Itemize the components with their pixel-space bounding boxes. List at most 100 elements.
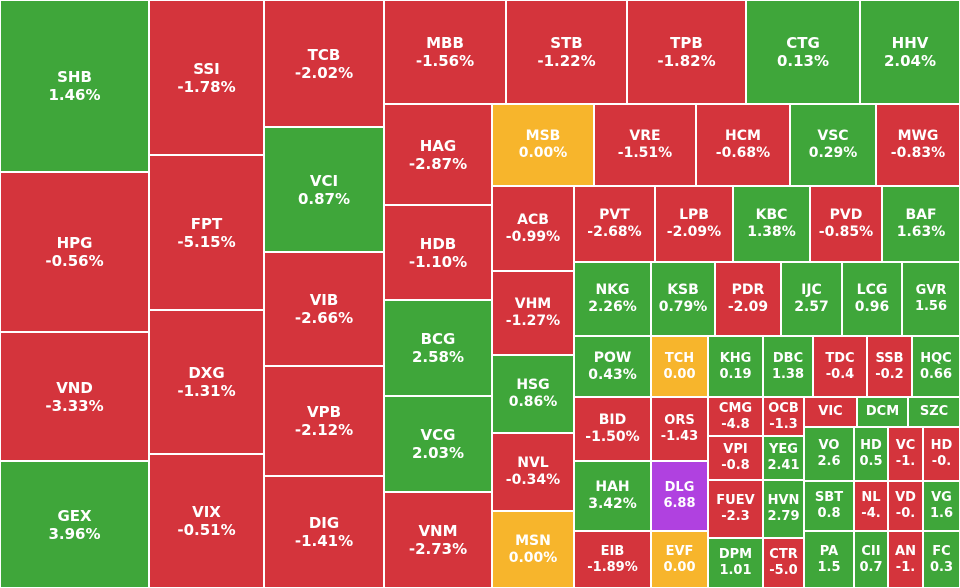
ticker-cell-hd[interactable]: HD -0. bbox=[923, 427, 960, 481]
ticker-cell-stb[interactable]: STB -1.22% bbox=[506, 0, 627, 104]
ticker-cell-mbb[interactable]: MBB -1.56% bbox=[384, 0, 506, 104]
ticker-cell-fuev[interactable]: FUEV -2.3 bbox=[708, 480, 763, 538]
ticker-cell-khg[interactable]: KHG 0.19 bbox=[708, 336, 763, 397]
ticker-cell-pvt[interactable]: PVT -2.68% bbox=[574, 186, 655, 262]
ticker-symbol: EIB bbox=[600, 543, 625, 559]
ticker-cell-bid[interactable]: BID -1.50% bbox=[574, 397, 651, 461]
ticker-cell-nl[interactable]: NL -4. bbox=[854, 481, 888, 531]
ticker-change: -2.68% bbox=[587, 224, 642, 240]
ticker-cell-dpm[interactable]: DPM 1.01 bbox=[708, 538, 763, 588]
ticker-cell-cii[interactable]: CII 0.7 bbox=[854, 531, 888, 588]
ticker-cell-msn[interactable]: MSN 0.00% bbox=[492, 511, 574, 588]
ticker-change: 0.96 bbox=[854, 299, 890, 315]
ticker-cell-lcg[interactable]: LCG 0.96 bbox=[842, 262, 902, 336]
ticker-change: 2.41 bbox=[767, 458, 800, 473]
ticker-cell-ctr[interactable]: CTR -5.0 bbox=[763, 538, 804, 588]
ticker-symbol: HVN bbox=[767, 493, 800, 509]
ticker-cell-ssi[interactable]: SSI -1.78% bbox=[149, 0, 264, 155]
ticker-cell-eib[interactable]: EIB -1.89% bbox=[574, 531, 651, 588]
ticker-cell-ssb[interactable]: SSB -0.2 bbox=[867, 336, 912, 397]
ticker-cell-lpb[interactable]: LPB -2.09% bbox=[655, 186, 733, 262]
ticker-cell-vnm[interactable]: VNM -2.73% bbox=[384, 492, 492, 588]
ticker-cell-shb[interactable]: SHB 1.46% bbox=[0, 0, 149, 172]
ticker-cell-kbc[interactable]: KBC 1.38% bbox=[733, 186, 810, 262]
ticker-cell-bcg[interactable]: BCG 2.58% bbox=[384, 300, 492, 396]
ticker-change: -0. bbox=[895, 506, 916, 521]
ticker-cell-hd[interactable]: HD 0.5 bbox=[854, 427, 888, 481]
ticker-cell-dbc[interactable]: DBC 1.38 bbox=[763, 336, 813, 397]
ticker-cell-hpg[interactable]: HPG -0.56% bbox=[0, 172, 149, 332]
ticker-cell-vo[interactable]: VO 2.6 bbox=[804, 427, 854, 481]
ticker-symbol: LPB bbox=[679, 207, 709, 224]
ticker-cell-pdr[interactable]: PDR -2.09 bbox=[715, 262, 781, 336]
ticker-cell-vib[interactable]: VIB -2.66% bbox=[264, 252, 384, 366]
ticker-change: 2.57 bbox=[794, 299, 829, 315]
ticker-cell-hah[interactable]: HAH 3.42% bbox=[574, 461, 651, 531]
ticker-change: -5.0 bbox=[769, 563, 798, 578]
ticker-cell-vhm[interactable]: VHM -1.27% bbox=[492, 271, 574, 355]
ticker-cell-pow[interactable]: POW 0.43% bbox=[574, 336, 651, 397]
ticker-cell-fc[interactable]: FC 0.3 bbox=[923, 531, 960, 588]
ticker-symbol: NVL bbox=[517, 455, 549, 472]
ticker-cell-hqc[interactable]: HQC 0.66 bbox=[912, 336, 960, 397]
ticker-symbol: DXG bbox=[188, 364, 225, 382]
ticker-cell-cmg[interactable]: CMG -4.8 bbox=[708, 397, 763, 436]
ticker-change: 2.79 bbox=[767, 509, 800, 524]
ticker-cell-acb[interactable]: ACB -0.99% bbox=[492, 186, 574, 271]
ticker-cell-vcg[interactable]: VCG 2.03% bbox=[384, 396, 492, 492]
ticker-cell-vpi[interactable]: VPI -0.8 bbox=[708, 436, 763, 480]
ticker-symbol: DBC bbox=[772, 350, 804, 366]
ticker-cell-dcm[interactable]: DCM bbox=[857, 397, 908, 427]
ticker-symbol: VHM bbox=[514, 296, 552, 313]
ticker-cell-ctg[interactable]: CTG 0.13% bbox=[746, 0, 860, 104]
ticker-cell-vic[interactable]: VIC bbox=[804, 397, 857, 427]
ticker-cell-dxg[interactable]: DXG -1.31% bbox=[149, 310, 264, 454]
ticker-cell-ocb[interactable]: OCB -1.3 bbox=[763, 397, 804, 436]
ticker-cell-an[interactable]: AN -1. bbox=[888, 531, 923, 588]
ticker-symbol: PVD bbox=[829, 207, 863, 224]
ticker-symbol: CII bbox=[861, 543, 881, 559]
ticker-cell-vpb[interactable]: VPB -2.12% bbox=[264, 366, 384, 476]
ticker-cell-tcb[interactable]: TCB -2.02% bbox=[264, 0, 384, 127]
ticker-cell-vci[interactable]: VCI 0.87% bbox=[264, 127, 384, 252]
ticker-cell-fpt[interactable]: FPT -5.15% bbox=[149, 155, 264, 310]
ticker-cell-hvn[interactable]: HVN 2.79 bbox=[763, 480, 804, 538]
ticker-cell-nvl[interactable]: NVL -0.34% bbox=[492, 433, 574, 511]
ticker-cell-dig[interactable]: DIG -1.41% bbox=[264, 476, 384, 588]
ticker-cell-msb[interactable]: MSB 0.00% bbox=[492, 104, 594, 186]
ticker-change: -0. bbox=[931, 454, 952, 469]
ticker-cell-szc[interactable]: SZC bbox=[908, 397, 960, 427]
ticker-cell-hcm[interactable]: HCM -0.68% bbox=[696, 104, 790, 186]
ticker-cell-tch[interactable]: TCH 0.00 bbox=[651, 336, 708, 397]
ticker-change: -0.99% bbox=[505, 228, 561, 245]
ticker-cell-yeg[interactable]: YEG 2.41 bbox=[763, 436, 804, 480]
ticker-change: -0.56% bbox=[45, 252, 104, 270]
ticker-cell-nkg[interactable]: NKG 2.26% bbox=[574, 262, 651, 336]
ticker-cell-vre[interactable]: VRE -1.51% bbox=[594, 104, 696, 186]
ticker-cell-ijc[interactable]: IJC 2.57 bbox=[781, 262, 842, 336]
ticker-cell-vg[interactable]: VG 1.6 bbox=[923, 481, 960, 531]
ticker-cell-vnd[interactable]: VND -3.33% bbox=[0, 332, 149, 461]
ticker-cell-tpb[interactable]: TPB -1.82% bbox=[627, 0, 746, 104]
ticker-cell-tdc[interactable]: TDC -0.4 bbox=[813, 336, 867, 397]
ticker-cell-hdb[interactable]: HDB -1.10% bbox=[384, 205, 492, 300]
ticker-cell-vc[interactable]: VC -1. bbox=[888, 427, 923, 481]
ticker-cell-pvd[interactable]: PVD -0.85% bbox=[810, 186, 882, 262]
ticker-cell-gex[interactable]: GEX 3.96% bbox=[0, 461, 149, 588]
ticker-cell-evf[interactable]: EVF 0.00 bbox=[651, 531, 708, 588]
ticker-cell-sbt[interactable]: SBT 0.8 bbox=[804, 481, 854, 531]
ticker-cell-ksb[interactable]: KSB 0.79% bbox=[651, 262, 715, 336]
ticker-cell-baf[interactable]: BAF 1.63% bbox=[882, 186, 960, 262]
ticker-cell-dlg[interactable]: DLG 6.88 bbox=[651, 461, 708, 531]
ticker-symbol: HCM bbox=[725, 128, 761, 145]
ticker-cell-hag[interactable]: HAG -2.87% bbox=[384, 104, 492, 205]
ticker-cell-vix[interactable]: VIX -0.51% bbox=[149, 454, 264, 588]
ticker-cell-hhv[interactable]: HHV 2.04% bbox=[860, 0, 960, 104]
ticker-cell-hsg[interactable]: HSG 0.86% bbox=[492, 355, 574, 433]
ticker-cell-ors[interactable]: ORS -1.43 bbox=[651, 397, 708, 461]
ticker-cell-gvr[interactable]: GVR 1.56 bbox=[902, 262, 960, 336]
ticker-cell-pa[interactable]: PA 1.5 bbox=[804, 531, 854, 588]
ticker-cell-vsc[interactable]: VSC 0.29% bbox=[790, 104, 876, 186]
ticker-cell-mwg[interactable]: MWG -0.83% bbox=[876, 104, 960, 186]
ticker-cell-vd[interactable]: VD -0. bbox=[888, 481, 923, 531]
